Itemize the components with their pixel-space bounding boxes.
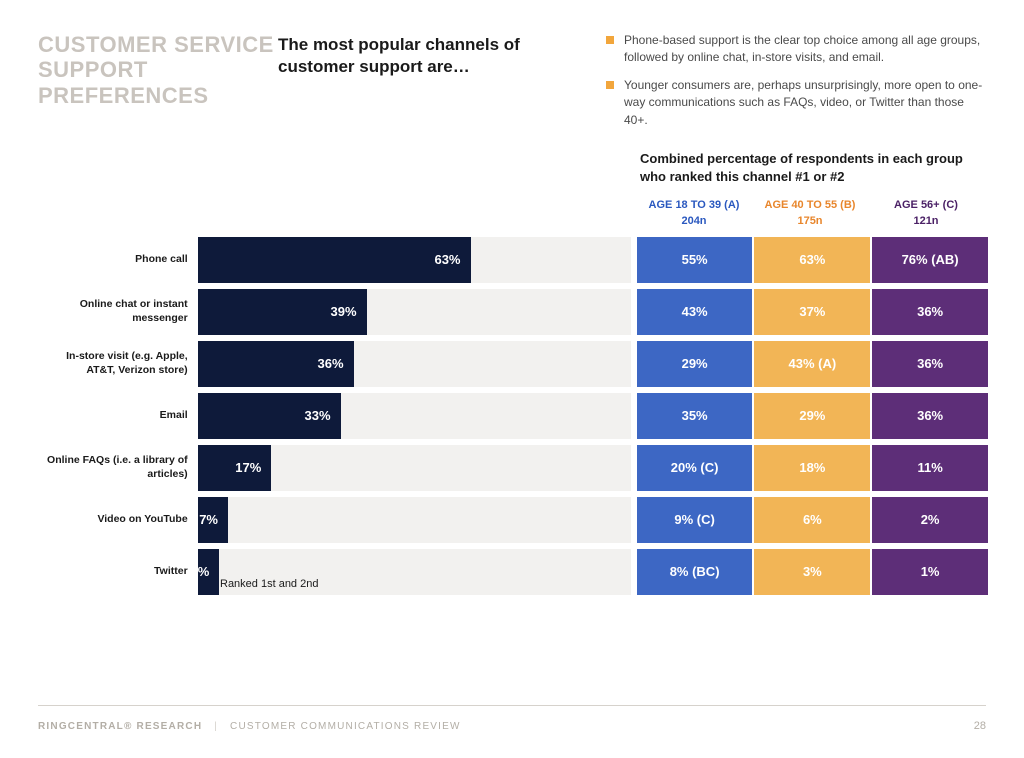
bullet-text: Phone-based support is the clear top cho…	[624, 32, 986, 67]
group-cell: 37%	[754, 289, 870, 335]
bar-value-label: 7%	[199, 512, 218, 527]
bar-fill: 17%	[198, 445, 272, 491]
group-header-b: AGE 40 TO 55 (B) 175n	[752, 198, 868, 229]
group-n: 175n	[752, 214, 868, 228]
bar-track: 36%	[198, 341, 631, 387]
group-cell: 36%	[872, 393, 988, 439]
bar-value-label: 5%	[191, 564, 210, 579]
bar-track: 63%	[198, 237, 631, 283]
group-cell: 11%	[872, 445, 988, 491]
bar-track: 7%	[198, 497, 631, 543]
data-row: Email 33% 35%29%36%	[38, 393, 988, 439]
group-title: AGE 56+ (C)	[868, 198, 984, 212]
group-header-a: AGE 18 TO 39 (A) 204n	[636, 198, 752, 229]
data-row: Phone call63%55%63%76% (AB)	[38, 237, 988, 283]
row-label: In-store visit (e.g. Apple, AT&T, Verizo…	[38, 341, 198, 387]
group-cell: 55%	[637, 237, 753, 283]
group-n: 204n	[636, 214, 752, 228]
footer: RINGCENTRAL® RESEARCH | CUSTOMER COMMUNI…	[38, 705, 986, 732]
data-row: Twitter5% 8% (BC)3%1%	[38, 549, 988, 595]
legend-label: Ranked 1st and 2nd	[220, 578, 318, 590]
bullet-text: Younger consumers are, perhaps unsurpris…	[624, 77, 986, 129]
header-row: CUSTOMER SERVICE SUPPORT PREFERENCES The…	[38, 32, 986, 139]
group-cell: 43% (A)	[754, 341, 870, 387]
bar-value-label: 36%	[318, 356, 344, 371]
footer-divider: |	[214, 721, 218, 732]
table-title: Combined percentage of respondents in ea…	[640, 150, 980, 185]
footer-left: RINGCENTRAL® RESEARCH | CUSTOMER COMMUNI…	[38, 721, 461, 732]
legend-swatch-icon	[200, 578, 212, 590]
page-number: 28	[974, 720, 986, 732]
chart-legend: Ranked 1st and 2nd	[200, 578, 318, 590]
bar-track: 33%	[198, 393, 631, 439]
data-row: Online FAQs (i.e. a library of articles)…	[38, 445, 988, 491]
group-cell: 76% (AB)	[872, 237, 988, 283]
bullet-item: Phone-based support is the clear top cho…	[606, 32, 986, 67]
bullet-square-icon	[606, 36, 614, 44]
group-cell: 3%	[754, 549, 870, 595]
data-row: Video on YouTube7% 9% (C)6%2%	[38, 497, 988, 543]
footer-brand: RINGCENTRAL® RESEARCH	[38, 721, 202, 732]
bar-track: 17%	[198, 445, 631, 491]
row-label: Online chat or instant messenger	[38, 289, 198, 335]
group-cell: 1%	[872, 549, 988, 595]
bullet-square-icon	[606, 81, 614, 89]
group-cell: 29%	[637, 341, 753, 387]
footer-section: CUSTOMER COMMUNICATIONS REVIEW	[230, 721, 461, 732]
bar-track: 39%	[198, 289, 631, 335]
row-label: Email	[38, 393, 198, 439]
section-title: CUSTOMER SERVICE SUPPORT PREFERENCES	[38, 32, 278, 108]
group-title: AGE 40 TO 55 (B)	[752, 198, 868, 212]
group-cell: 9% (C)	[637, 497, 753, 543]
group-cell: 6%	[754, 497, 870, 543]
bar-fill: 33%	[198, 393, 341, 439]
row-label: Online FAQs (i.e. a library of articles)	[38, 445, 198, 491]
group-cell: 36%	[872, 341, 988, 387]
group-n: 121n	[868, 214, 984, 228]
bar-value-label: 17%	[235, 460, 261, 475]
bar-fill: 7%	[198, 497, 228, 543]
group-header-c: AGE 56+ (C) 121n	[868, 198, 984, 229]
data-row: In-store visit (e.g. Apple, AT&T, Verizo…	[38, 341, 988, 387]
group-cell: 63%	[754, 237, 870, 283]
group-cell: 18%	[754, 445, 870, 491]
content-area: AGE 18 TO 39 (A) 204n AGE 40 TO 55 (B) 1…	[38, 198, 988, 601]
bar-value-label: 63%	[434, 252, 460, 267]
bullet-list: Phone-based support is the clear top cho…	[578, 32, 986, 139]
bar-value-label: 33%	[305, 408, 331, 423]
row-label: Phone call	[38, 237, 198, 283]
group-cell: 8% (BC)	[637, 549, 753, 595]
group-cell: 43%	[637, 289, 753, 335]
row-label: Twitter	[38, 549, 198, 595]
bar-value-label: 39%	[331, 304, 357, 319]
group-cell: 35%	[637, 393, 753, 439]
bar-fill: 39%	[198, 289, 367, 335]
bar-fill: 63%	[198, 237, 471, 283]
bar-fill: 36%	[198, 341, 354, 387]
subtitle: The most popular channels of customer su…	[278, 32, 578, 78]
bullet-item: Younger consumers are, perhaps unsurpris…	[606, 77, 986, 129]
group-cell: 36%	[872, 289, 988, 335]
group-cell: 2%	[872, 497, 988, 543]
group-title: AGE 18 TO 39 (A)	[636, 198, 752, 212]
group-cell: 29%	[754, 393, 870, 439]
data-row: Online chat or instant messenger 39% 43%37…	[38, 289, 988, 335]
row-label: Video on YouTube	[38, 497, 198, 543]
group-cell: 20% (C)	[637, 445, 753, 491]
rows-container: Phone call63%55%63%76% (AB)Online chat o…	[38, 237, 988, 595]
column-headers: AGE 18 TO 39 (A) 204n AGE 40 TO 55 (B) 1…	[38, 198, 988, 229]
slide: CUSTOMER SERVICE SUPPORT PREFERENCES The…	[0, 0, 1024, 758]
